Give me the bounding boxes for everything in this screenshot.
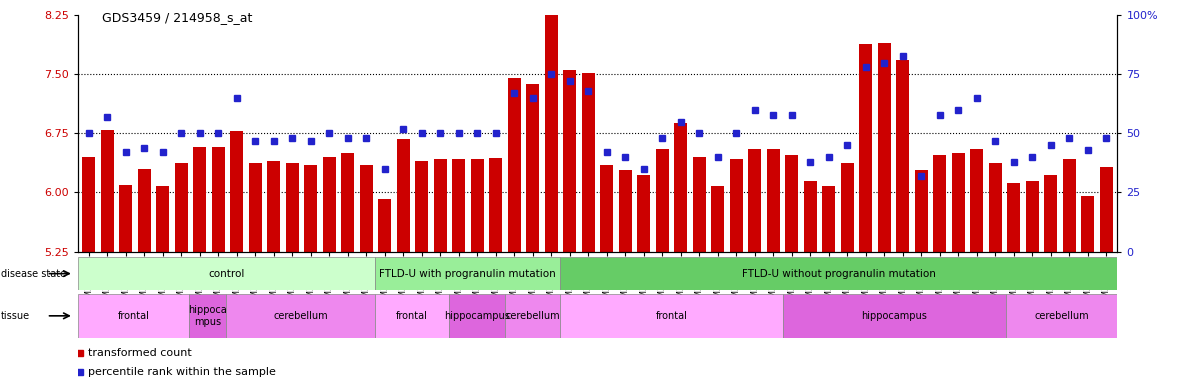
Bar [157, 186, 170, 252]
Bar [78, 257, 375, 290]
Bar [100, 129, 114, 252]
Text: frontal: frontal [656, 311, 687, 321]
Bar [637, 175, 650, 252]
Bar [804, 180, 816, 252]
Bar [859, 45, 872, 252]
Bar [504, 294, 560, 338]
Bar [78, 294, 189, 338]
Bar [397, 139, 410, 252]
Text: tissue: tissue [1, 311, 30, 321]
Bar [1044, 175, 1058, 252]
Bar [231, 131, 244, 252]
Bar [730, 159, 743, 252]
Bar [988, 162, 1001, 252]
Bar [1062, 159, 1076, 252]
Bar [674, 123, 687, 252]
Text: cerebellum: cerebellum [1035, 311, 1089, 321]
Bar [1025, 180, 1038, 252]
Bar [375, 294, 449, 338]
Bar [1006, 294, 1117, 338]
Bar [1007, 183, 1021, 252]
Bar [360, 165, 373, 252]
Bar [82, 157, 96, 252]
Bar [379, 199, 391, 252]
Text: frontal: frontal [117, 311, 149, 321]
Bar [452, 159, 465, 252]
Bar [212, 147, 225, 252]
Bar [878, 43, 890, 252]
Bar [1081, 196, 1095, 252]
Bar [174, 162, 188, 252]
Text: hippocampus: hippocampus [443, 311, 510, 321]
Bar [449, 294, 504, 338]
Bar [582, 73, 595, 252]
Bar [783, 294, 1006, 338]
Bar [822, 186, 835, 252]
Bar [933, 155, 946, 252]
Text: hippocampus: hippocampus [862, 311, 927, 321]
Bar [951, 153, 964, 252]
Bar [914, 170, 927, 252]
Bar [268, 161, 281, 252]
Bar [194, 147, 207, 252]
Bar [841, 162, 853, 252]
Bar [560, 294, 783, 338]
Bar [526, 84, 539, 252]
Bar [120, 185, 133, 252]
Bar [226, 294, 375, 338]
Text: percentile rank within the sample: percentile rank within the sample [88, 367, 276, 377]
Bar [508, 78, 521, 252]
Text: cerebellum: cerebellum [274, 311, 327, 321]
Bar [767, 149, 779, 252]
Text: GDS3459 / 214958_s_at: GDS3459 / 214958_s_at [102, 12, 252, 25]
Text: transformed count: transformed count [88, 348, 192, 358]
Bar [375, 257, 560, 290]
Bar [489, 158, 502, 252]
Bar [1099, 167, 1113, 252]
Bar [656, 149, 669, 252]
Text: hippoca
mpus: hippoca mpus [189, 305, 227, 327]
Text: disease state: disease state [1, 268, 66, 279]
Text: FTLD-U with progranulin mutation: FTLD-U with progranulin mutation [379, 268, 556, 279]
Bar [711, 186, 724, 252]
Text: control: control [208, 268, 245, 279]
Text: cerebellum: cerebellum [505, 311, 559, 321]
Bar [560, 257, 1117, 290]
Bar [323, 157, 336, 252]
Text: FTLD-U without progranulin mutation: FTLD-U without progranulin mutation [742, 268, 936, 279]
Bar [189, 294, 226, 338]
Bar [137, 169, 151, 252]
Bar [563, 71, 576, 252]
Bar [545, 8, 558, 252]
Text: frontal: frontal [396, 311, 428, 321]
Bar [785, 155, 798, 252]
Bar [600, 165, 613, 252]
Bar [434, 159, 447, 252]
Bar [471, 159, 484, 252]
Bar [896, 60, 909, 252]
Bar [286, 162, 299, 252]
Bar [305, 165, 317, 252]
Bar [342, 153, 354, 252]
Bar [970, 149, 983, 252]
Bar [619, 170, 632, 252]
Bar [748, 149, 761, 252]
Bar [249, 162, 262, 252]
Bar [416, 161, 428, 252]
Bar [693, 157, 706, 252]
